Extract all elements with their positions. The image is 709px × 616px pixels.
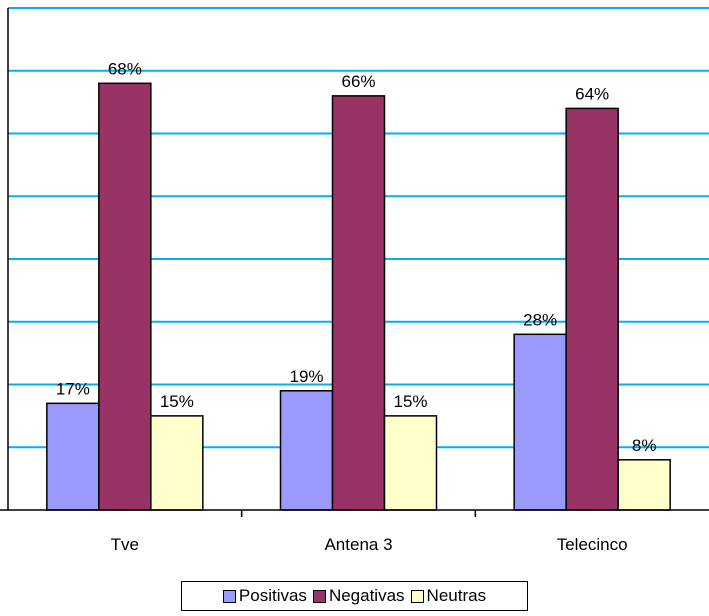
legend-swatch-positivas <box>222 589 236 603</box>
bar-positivas-0 <box>46 402 100 511</box>
data-label: 17% <box>56 379 90 398</box>
legend-label-positivas: Positivas <box>238 586 307 605</box>
legend-item-neutras: Neutras <box>410 586 487 606</box>
bar-positivas-2 <box>513 333 567 511</box>
legend-item-positivas: Positivas <box>222 586 307 606</box>
data-label: 19% <box>289 367 323 386</box>
bar-neutras-0 <box>150 415 204 511</box>
bars <box>46 82 671 511</box>
legend-swatch-negativas <box>312 589 326 603</box>
bar-negativas-1 <box>331 95 386 511</box>
data-label: 8% <box>632 436 657 455</box>
data-label: 64% <box>575 84 609 103</box>
legend-label-neutras: Neutras <box>426 586 487 605</box>
bar-negativas-2 <box>565 107 619 511</box>
legend-swatch-neutras <box>410 589 424 603</box>
legend-label-negativas: Negativas <box>328 586 405 605</box>
data-labels: 17% 68% 15% 19% 66% 15% 28% 64% 8% <box>56 59 657 455</box>
bar-positivas-1 <box>279 390 334 511</box>
x-tick-label: Antena 3 <box>324 535 392 554</box>
legend: Positivas Negativas Neutras <box>181 581 528 611</box>
bar-neutras-2 <box>617 459 671 511</box>
data-label: 68% <box>108 59 142 78</box>
data-label: 66% <box>341 72 375 91</box>
x-tick-label: Tve <box>111 535 139 554</box>
x-tick-label: Telecinco <box>557 535 628 554</box>
legend-item-negativas: Negativas <box>312 586 405 606</box>
bar-negativas-0 <box>98 82 152 511</box>
axes <box>0 8 709 517</box>
x-tick-labels: Tve Antena 3 Telecinco <box>111 535 628 554</box>
data-label: 15% <box>393 392 427 411</box>
data-label: 15% <box>160 392 194 411</box>
data-label: 28% <box>523 310 557 329</box>
bar-neutras-1 <box>383 415 438 511</box>
